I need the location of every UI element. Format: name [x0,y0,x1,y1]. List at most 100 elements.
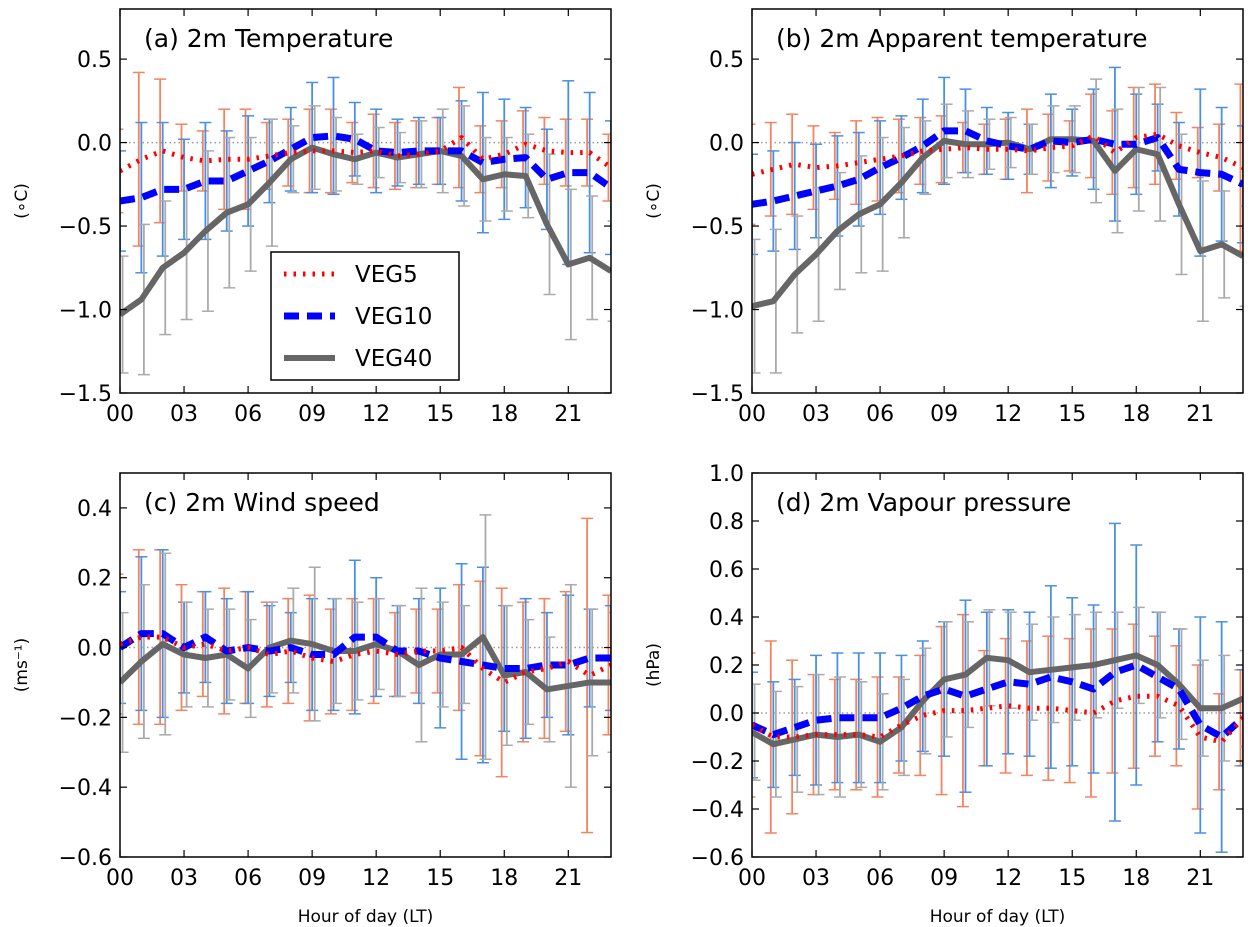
error-bar [1127,86,1140,189]
y-tick-label: −0.2 [59,706,112,731]
error-bar [120,150,126,252]
error-bar [1194,616,1207,834]
error-bar [914,654,927,777]
x-tick-label: 03 [170,866,198,891]
y-tick-label: 1.0 [709,462,744,487]
y-tick-label: −0.5 [59,215,112,240]
y-axis-label: (∘C) [12,183,32,219]
y-tick-label: 0.4 [77,497,112,522]
x-axis-label: Hour of day (LT) [930,907,1066,927]
error-bar [199,121,212,241]
x-tick-label: 06 [866,402,894,427]
plot-area [120,514,611,834]
x-tick-label: 18 [1122,402,1150,427]
x-tick-label: 12 [362,402,390,427]
error-bar [1108,66,1121,222]
x-tick-label: 18 [1122,866,1150,891]
error-bar [1213,123,1226,192]
x-tick-label: 00 [738,866,766,891]
error-bar [602,133,611,202]
error-bar [959,599,972,793]
error-bar [282,118,295,187]
error-bar [1023,611,1036,757]
legend-label-veg10: VEG10 [355,304,432,330]
error-bar [607,611,611,754]
x-tick-label: 03 [170,402,198,427]
error-bar [562,594,575,736]
y-tick-label: −0.4 [691,798,744,823]
y-tick-label: 0.2 [77,567,112,592]
y-tick-label: 0.0 [77,637,112,662]
error-bar [1149,635,1162,757]
error-bar [871,676,884,798]
legend-label-veg5: VEG5 [355,262,418,288]
plot-area [752,66,1243,374]
y-tick-label: 0.0 [709,132,744,157]
error-bar [132,71,145,247]
error-bar [1237,669,1243,767]
x-tick-label: 21 [1186,866,1214,891]
x-tick-label: 21 [554,402,582,427]
y-tick-label: −1.0 [59,299,112,324]
x-tick-label: 15 [426,866,454,891]
error-bar [120,573,124,715]
panel-title: (a) 2m Temperature [144,24,393,53]
error-bar [1106,628,1119,774]
series-line-veg5 [752,131,1243,177]
x-tick-label: 21 [554,866,582,891]
error-bar [242,115,255,227]
error-bar [1239,649,1243,748]
axes-frame [751,472,1244,858]
error-bar [959,88,972,174]
error-bar [874,652,887,784]
error-bar [1063,120,1076,172]
error-bar [239,108,252,211]
error-bar [828,131,841,201]
error-bar [391,118,404,187]
series-line-veg10 [120,630,611,672]
error-bar [327,76,340,196]
axes-frame [119,472,612,858]
error-bar [895,654,908,762]
series-line-veg40 [752,136,1243,310]
y-axis-label: (ms⁻¹) [12,638,32,692]
error-bar [154,78,167,224]
error-bar [980,611,993,767]
error-bar [810,654,823,786]
error-bar [196,130,209,192]
error-bar [1044,585,1057,769]
x-tick-label: 09 [298,402,326,427]
plot-area [752,522,1243,853]
panel-title: (d) 2m Vapour pressure [776,488,1071,517]
series-line-veg40 [120,634,611,693]
y-tick-label: 0.0 [77,132,112,157]
error-bar [178,138,191,241]
error-bar [1042,113,1055,182]
y-axis-label: (hPa) [644,643,664,687]
y-tick-label: −0.2 [691,750,744,775]
error-bar [786,113,799,216]
error-bar [1108,522,1121,822]
y-tick-label: 0.5 [77,48,112,73]
y-tick-label: −0.5 [691,215,744,240]
x-tick-label: 15 [426,402,454,427]
error-bar [831,652,844,784]
series-line-veg10 [752,661,1243,741]
panel-d: −0.6 −0.4 −0.2 0.0 0.2 0.4 0.6 0.8 1.0 00 03 06 09 12… [644,462,1244,927]
series-line-veg40 [752,652,1243,748]
x-tick-label: 09 [298,866,326,891]
error-bar [874,120,887,216]
x-tick-label: 09 [930,866,958,891]
legend-label-veg40: VEG40 [355,346,432,372]
x-tick-label: 06 [234,866,262,891]
error-bar [156,121,169,257]
y-tick-label: 0.0 [709,702,744,727]
x-axis-label: Hour of day (LT) [298,907,434,927]
error-bar [135,121,148,274]
x-tick-label: 06 [234,402,262,427]
error-bar [517,110,530,179]
error-bar [1127,623,1140,769]
y-axis-label: (∘C) [644,183,664,219]
error-bar [581,517,594,834]
